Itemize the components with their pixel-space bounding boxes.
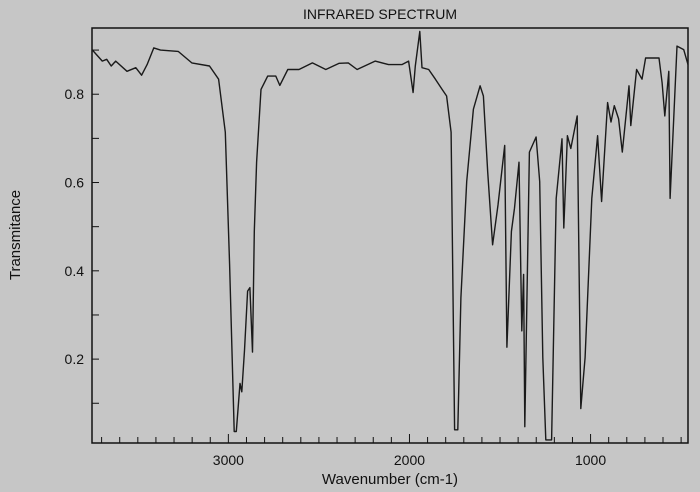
plot-frame bbox=[91, 27, 689, 444]
y-axis-label: Transmitance bbox=[7, 190, 24, 280]
spectrum-line bbox=[91, 30, 689, 441]
x-tick-label: 2000 bbox=[394, 452, 425, 468]
y-axis: 0.2 0.4 0.6 0.8 bbox=[65, 49, 99, 404]
y-tick-label: 0.2 bbox=[65, 351, 85, 367]
y-tick-label: 0.6 bbox=[65, 175, 85, 191]
y-tick-label: 0.8 bbox=[65, 86, 85, 102]
x-tick-label: 3000 bbox=[213, 452, 244, 468]
x-axis: 3000 2000 1000 bbox=[101, 434, 682, 468]
x-axis-label: Wavenumber (cm-1) bbox=[322, 471, 458, 488]
chart-title: INFRARED SPECTRUM bbox=[303, 6, 457, 22]
x-tick-label: 1000 bbox=[575, 452, 606, 468]
y-tick-label: 0.4 bbox=[65, 263, 85, 279]
